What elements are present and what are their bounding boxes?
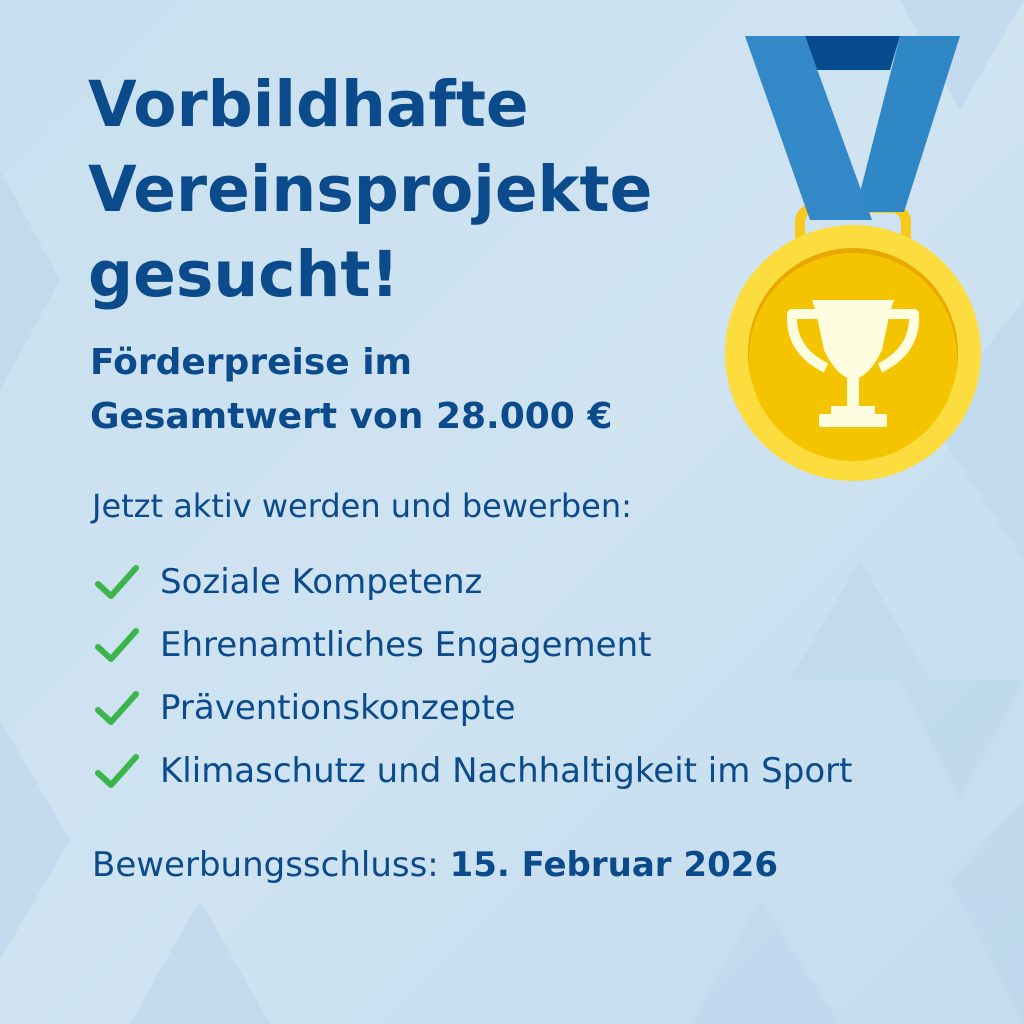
gold-medal-trophy-icon: [725, 36, 981, 481]
headline: Vorbildhafte Vereinsprojekte gesucht!: [88, 62, 652, 317]
list-item: Klimaschutz und Nachhaltigkeit im Sport: [94, 739, 852, 802]
check-icon: [95, 753, 139, 788]
list-item-label: Soziale Kompetenz: [160, 561, 483, 602]
subheadline-line: Förderpreise im: [90, 342, 413, 383]
list-item: Präventionskonzepte: [94, 676, 852, 739]
headline-line: Vereinsprojekte: [88, 153, 653, 226]
list-item: Soziale Kompetenz: [94, 550, 852, 613]
deadline: Bewerbungsschluss: 15. Februar 2026: [92, 841, 778, 889]
list-item: Ehrenamtliches Engagement: [94, 613, 852, 676]
ribbon-left-strap: [745, 36, 872, 220]
list-item-label: Ehrenamtliches Engagement: [160, 624, 652, 665]
check-icon: [95, 564, 139, 599]
headline-line: gesucht!: [88, 238, 400, 311]
subheadline-line: Gesamtwert von 28.000 €: [90, 396, 613, 437]
call-to-action: Jetzt aktiv werden und bewerben:: [92, 487, 632, 525]
subheadline: Förderpreise im Gesamtwert von 28.000 €: [90, 336, 612, 444]
list-item-label: Präventionskonzepte: [160, 687, 516, 728]
ribbon-right-strap: [855, 36, 960, 212]
criteria-list: Soziale Kompetenz Ehrenamtliches Engagem…: [94, 550, 852, 802]
trophy-icon: [786, 300, 920, 427]
check-icon: [95, 627, 139, 662]
deadline-label: Bewerbungsschluss:: [92, 845, 439, 885]
list-item-label: Klimaschutz und Nachhaltigkeit im Sport: [160, 750, 853, 791]
headline-line: Vorbildhafte: [88, 68, 529, 141]
ribbon-back-band: [805, 36, 900, 70]
deadline-date: 15. Februar 2026: [449, 845, 779, 885]
check-icon: [95, 690, 139, 725]
